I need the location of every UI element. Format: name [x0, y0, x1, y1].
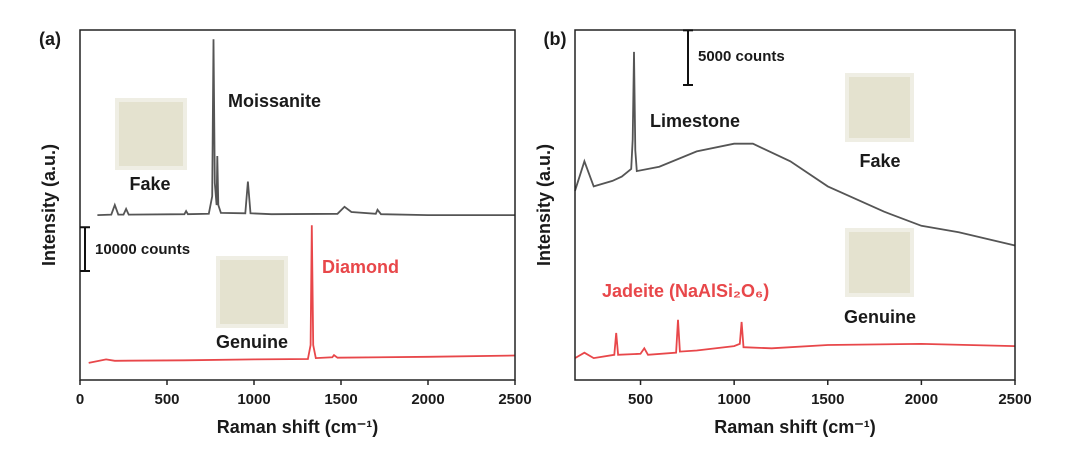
- x-tick-label: 500: [628, 391, 653, 408]
- scale-bar-label: 5000 counts: [698, 48, 785, 65]
- x-tick-label: 2500: [998, 391, 1031, 408]
- plot-frame: [79, 29, 516, 381]
- sample-photo: [115, 98, 187, 170]
- scale-bar-label: 10000 counts: [95, 241, 190, 258]
- annotation: Genuine: [844, 307, 916, 327]
- x-tick-label: 500: [154, 391, 179, 408]
- annotation: Genuine: [216, 332, 288, 352]
- sample-photo: [845, 228, 914, 297]
- x-tick-label: 1500: [811, 391, 844, 408]
- annotation: Limestone: [650, 111, 740, 131]
- x-tick-label: 2000: [411, 391, 444, 408]
- x-axis-label: Raman shift (cm⁻¹): [714, 417, 876, 437]
- plot-frame: [574, 29, 1016, 381]
- y-axis-label: Intensity (a.u.): [39, 144, 59, 266]
- spectrum-line: [88, 225, 516, 364]
- sample-photo: [845, 73, 914, 142]
- x-tick-label: 0: [76, 391, 84, 408]
- x-tick-label: 1000: [717, 391, 750, 408]
- x-tick-label: 1000: [237, 391, 270, 408]
- x-tick-label: 2000: [905, 391, 938, 408]
- x-tick-label: 2500: [498, 391, 531, 408]
- spectrum-line: [574, 319, 1016, 360]
- annotation: Jadeite (NaAlSi₂O₆): [602, 281, 769, 301]
- y-axis-label: Intensity (a.u.): [534, 144, 554, 266]
- annotation: Moissanite: [228, 91, 321, 111]
- spectrum-line: [97, 39, 515, 216]
- panel-label: (b): [544, 29, 567, 49]
- panel-label: (a): [39, 29, 61, 49]
- x-tick-label: 1500: [324, 391, 357, 408]
- spectrum-line: [574, 51, 1016, 247]
- annotation: Fake: [129, 174, 170, 194]
- x-axis-label: Raman shift (cm⁻¹): [217, 417, 379, 437]
- annotation: Fake: [859, 151, 900, 171]
- sample-photo: [216, 256, 288, 328]
- annotation: Diamond: [322, 257, 399, 277]
